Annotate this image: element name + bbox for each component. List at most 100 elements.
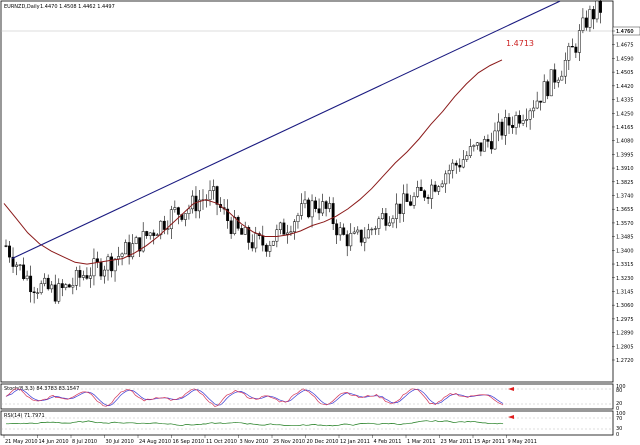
time-axis: 21 May 2010 14 Jun 2010 8 Jul 2010 30 Jul 2… [3, 435, 537, 445]
rsi-line [6, 420, 504, 427]
price-tick-label: 1.4590 [616, 56, 634, 62]
candle [437, 186, 441, 192]
candle [296, 215, 300, 222]
candle [226, 208, 230, 222]
candle [152, 232, 156, 236]
candle [99, 261, 103, 277]
candle [71, 285, 75, 288]
candle [74, 270, 78, 286]
candle [405, 193, 409, 202]
candle [67, 284, 71, 288]
time-tick-label: 14 Jun 2010 [39, 439, 69, 445]
time-tick-label: 4 Feb 2011 [374, 439, 402, 445]
time-tick-label: 15 Apr 2011 [474, 439, 505, 445]
candle [190, 195, 194, 210]
candle [4, 245, 8, 247]
candle [461, 159, 465, 168]
price-panel[interactable] [0, 0, 614, 383]
candle [331, 203, 335, 224]
candle [57, 283, 61, 302]
candle [574, 46, 578, 53]
candle [528, 110, 532, 120]
candle [268, 245, 272, 252]
candle [363, 237, 367, 243]
price-tick-label: 1.4420 [616, 84, 634, 90]
candle [387, 222, 391, 226]
candle [577, 30, 581, 53]
price-tick-label: 1.3910 [616, 166, 634, 172]
candle [518, 115, 522, 124]
stochastic-level-20-text: 20 [616, 401, 622, 407]
candle [317, 208, 321, 214]
candle [465, 155, 469, 160]
candle [479, 142, 483, 152]
candle [46, 277, 50, 290]
candle [292, 221, 296, 232]
candle [141, 231, 145, 252]
price-tick-label: 1.2890 [616, 331, 634, 337]
candle [124, 242, 128, 255]
candle [419, 187, 423, 191]
time-tick-label: 3 Nov 2010 [240, 439, 269, 445]
candle [398, 203, 402, 214]
candle [25, 275, 29, 279]
candle [78, 270, 82, 278]
moving-average-layer [3, 59, 503, 265]
price-tick-label: 1.4675 [616, 43, 634, 49]
candle [53, 284, 57, 302]
time-tick-label: 21 May 2010 [5, 439, 38, 445]
candle [560, 75, 564, 81]
candle [563, 60, 567, 77]
stochastic-lines [5, 388, 504, 407]
candle [233, 216, 237, 234]
price-tick-label: 1.3400 [616, 248, 634, 254]
candle [36, 292, 40, 294]
price-tick-label: 1.3060 [616, 303, 634, 309]
candle [303, 199, 307, 204]
candle [50, 284, 54, 290]
candle [307, 199, 310, 218]
candle [22, 264, 26, 279]
candle [493, 130, 497, 150]
candle [264, 244, 268, 252]
candle [352, 231, 356, 234]
candle [468, 146, 472, 157]
candle [159, 220, 163, 236]
candle [370, 228, 374, 231]
rsi-arrow-icon [508, 415, 514, 419]
stochastic-level-0: 0 [616, 406, 619, 412]
price-tick-label: 1.4505 [616, 70, 634, 76]
candle [504, 117, 507, 136]
candle [314, 200, 318, 209]
current-price-text: 1.4760 [616, 29, 634, 35]
candle [300, 203, 303, 216]
candle [402, 193, 405, 214]
price-tick-label: 1.3315 [616, 262, 634, 268]
candle [236, 216, 240, 229]
price-tick-label: 1.3485 [616, 235, 634, 241]
price-tick-label: 1.4250 [616, 111, 634, 117]
price-tick-label: 1.3825 [616, 180, 634, 186]
candle [173, 207, 177, 210]
trendline[interactable] [11, 0, 561, 260]
candle [138, 237, 142, 252]
candle [595, 0, 599, 20]
rsi-panel[interactable] [0, 410, 614, 436]
candle [447, 170, 451, 175]
candle [106, 256, 110, 271]
candle [451, 162, 455, 171]
candle [409, 201, 412, 206]
candle [208, 190, 212, 200]
candle [183, 213, 187, 220]
candle [458, 164, 462, 168]
candle [588, 9, 592, 28]
candle [187, 208, 191, 214]
candle [120, 253, 124, 257]
candle [532, 107, 536, 112]
candle [482, 139, 486, 152]
rsi-label: RSI(14) 71.7971 [4, 413, 45, 419]
rsi-level-70-text: 70 [616, 416, 622, 422]
stochastic-main-line [5, 388, 504, 407]
time-tick-label: 30 Jul 2010 [106, 439, 134, 445]
